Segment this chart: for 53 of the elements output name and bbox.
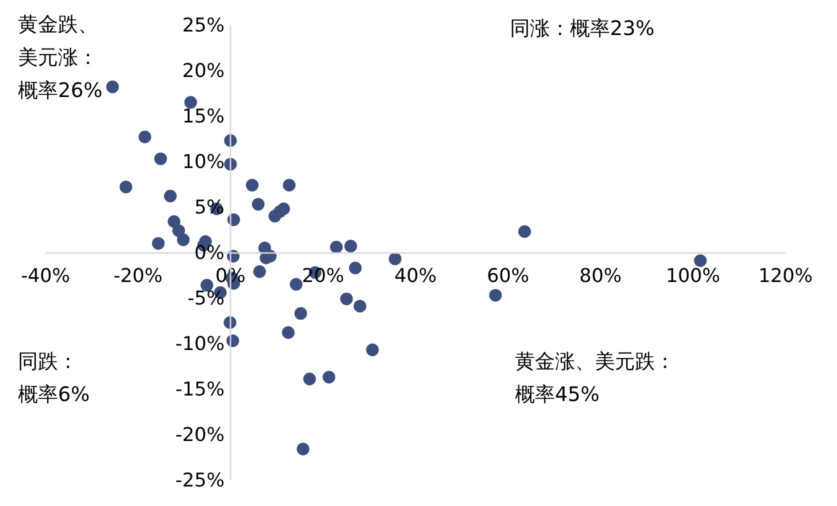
y-tick-label: -5%	[188, 288, 224, 310]
point	[252, 198, 265, 211]
x-tick-label: -20%	[113, 265, 163, 287]
point	[268, 210, 282, 222]
point	[176, 233, 190, 246]
point	[330, 240, 343, 254]
x-tick-label: 20%	[302, 265, 344, 287]
y-tick-label: 20%	[182, 60, 224, 82]
point	[154, 152, 167, 166]
x-tick-label: 100%	[666, 265, 720, 287]
x-tick-label: 60%	[486, 265, 530, 287]
y-tick-label: 15%	[182, 106, 224, 128]
point	[388, 252, 402, 266]
point	[322, 370, 336, 384]
x-tick-label: 40%	[394, 265, 437, 287]
y-tick-label: 25%	[182, 14, 224, 36]
point	[172, 224, 185, 237]
y-tick-label: -10%	[175, 333, 224, 355]
point	[518, 225, 531, 238]
annotation: 同跌：概率6%	[18, 349, 90, 406]
y-tick-label: 0%	[194, 242, 224, 264]
y-tick-label: 10%	[182, 151, 224, 173]
point	[138, 130, 152, 144]
point	[290, 278, 302, 291]
point	[282, 178, 296, 192]
point	[294, 307, 308, 320]
point	[344, 240, 358, 252]
y-tick-label: -25%	[175, 470, 224, 492]
point	[164, 190, 177, 202]
point	[168, 215, 180, 228]
point	[303, 372, 316, 386]
y-tick-label: -20%	[175, 424, 224, 446]
point	[106, 80, 119, 94]
point	[340, 292, 353, 306]
point	[694, 254, 707, 268]
x-tick-label: -40%	[20, 265, 70, 287]
point	[354, 300, 366, 313]
point	[246, 178, 259, 192]
point	[184, 96, 198, 109]
point	[152, 237, 165, 250]
point	[296, 442, 310, 456]
point	[349, 262, 362, 274]
x-tick-label: 120%	[758, 265, 813, 287]
annotation: 同涨：概率23%	[510, 16, 654, 40]
annotation: 黄金涨、美元跌：概率45%	[515, 349, 675, 406]
x-tick-label: 80%	[579, 265, 622, 287]
point	[282, 326, 295, 339]
point	[253, 265, 266, 278]
point	[366, 344, 379, 356]
point	[489, 288, 502, 302]
y-tick-label: -15%	[175, 378, 224, 400]
point	[120, 180, 132, 194]
annotation: 黄金跌、美元涨：概率26%	[18, 12, 102, 102]
